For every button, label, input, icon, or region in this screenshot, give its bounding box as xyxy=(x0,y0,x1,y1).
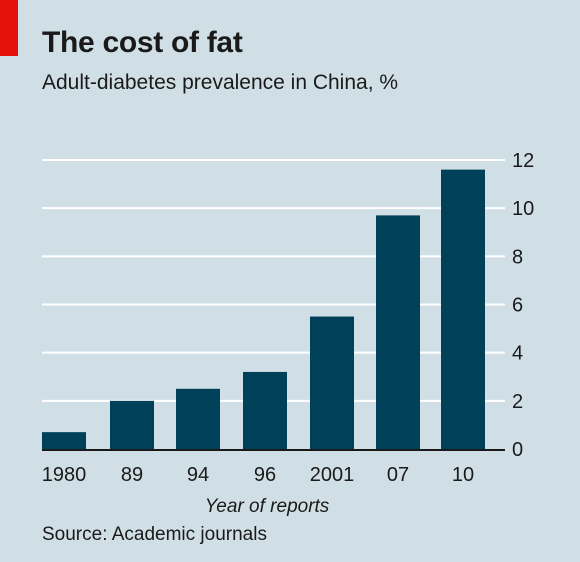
y-tick-label: 4 xyxy=(512,343,523,365)
x-tick-label: 2001 xyxy=(310,464,355,486)
y-tick-label: 6 xyxy=(512,295,523,317)
x-tick-label: 10 xyxy=(452,464,474,486)
bar xyxy=(376,215,420,449)
brand-accent-tag xyxy=(0,0,18,56)
bar xyxy=(176,388,220,449)
y-tick-label: 8 xyxy=(512,246,523,268)
y-tick-label: 10 xyxy=(512,198,534,220)
bar xyxy=(441,169,485,449)
y-tick-label: 0 xyxy=(512,439,523,461)
x-tick-label: 94 xyxy=(187,464,209,486)
x-tick-label: 96 xyxy=(254,464,276,486)
y-tick-label: 12 xyxy=(512,150,534,172)
x-tick-label: 07 xyxy=(387,464,409,486)
bar xyxy=(243,371,287,449)
chart-subtitle: Adult-diabetes prevalence in China, % xyxy=(42,71,399,94)
bar xyxy=(42,432,86,449)
chart-title: The cost of fat xyxy=(42,26,243,59)
y-tick-label: 2 xyxy=(512,391,523,413)
source-note: Source: Academic journals xyxy=(42,524,267,545)
x-tick-label: 89 xyxy=(121,464,143,486)
bar xyxy=(310,316,354,449)
bar xyxy=(110,400,154,449)
x-axis-title: Year of reports xyxy=(205,496,330,517)
x-tick-label: 1980 xyxy=(42,464,87,486)
